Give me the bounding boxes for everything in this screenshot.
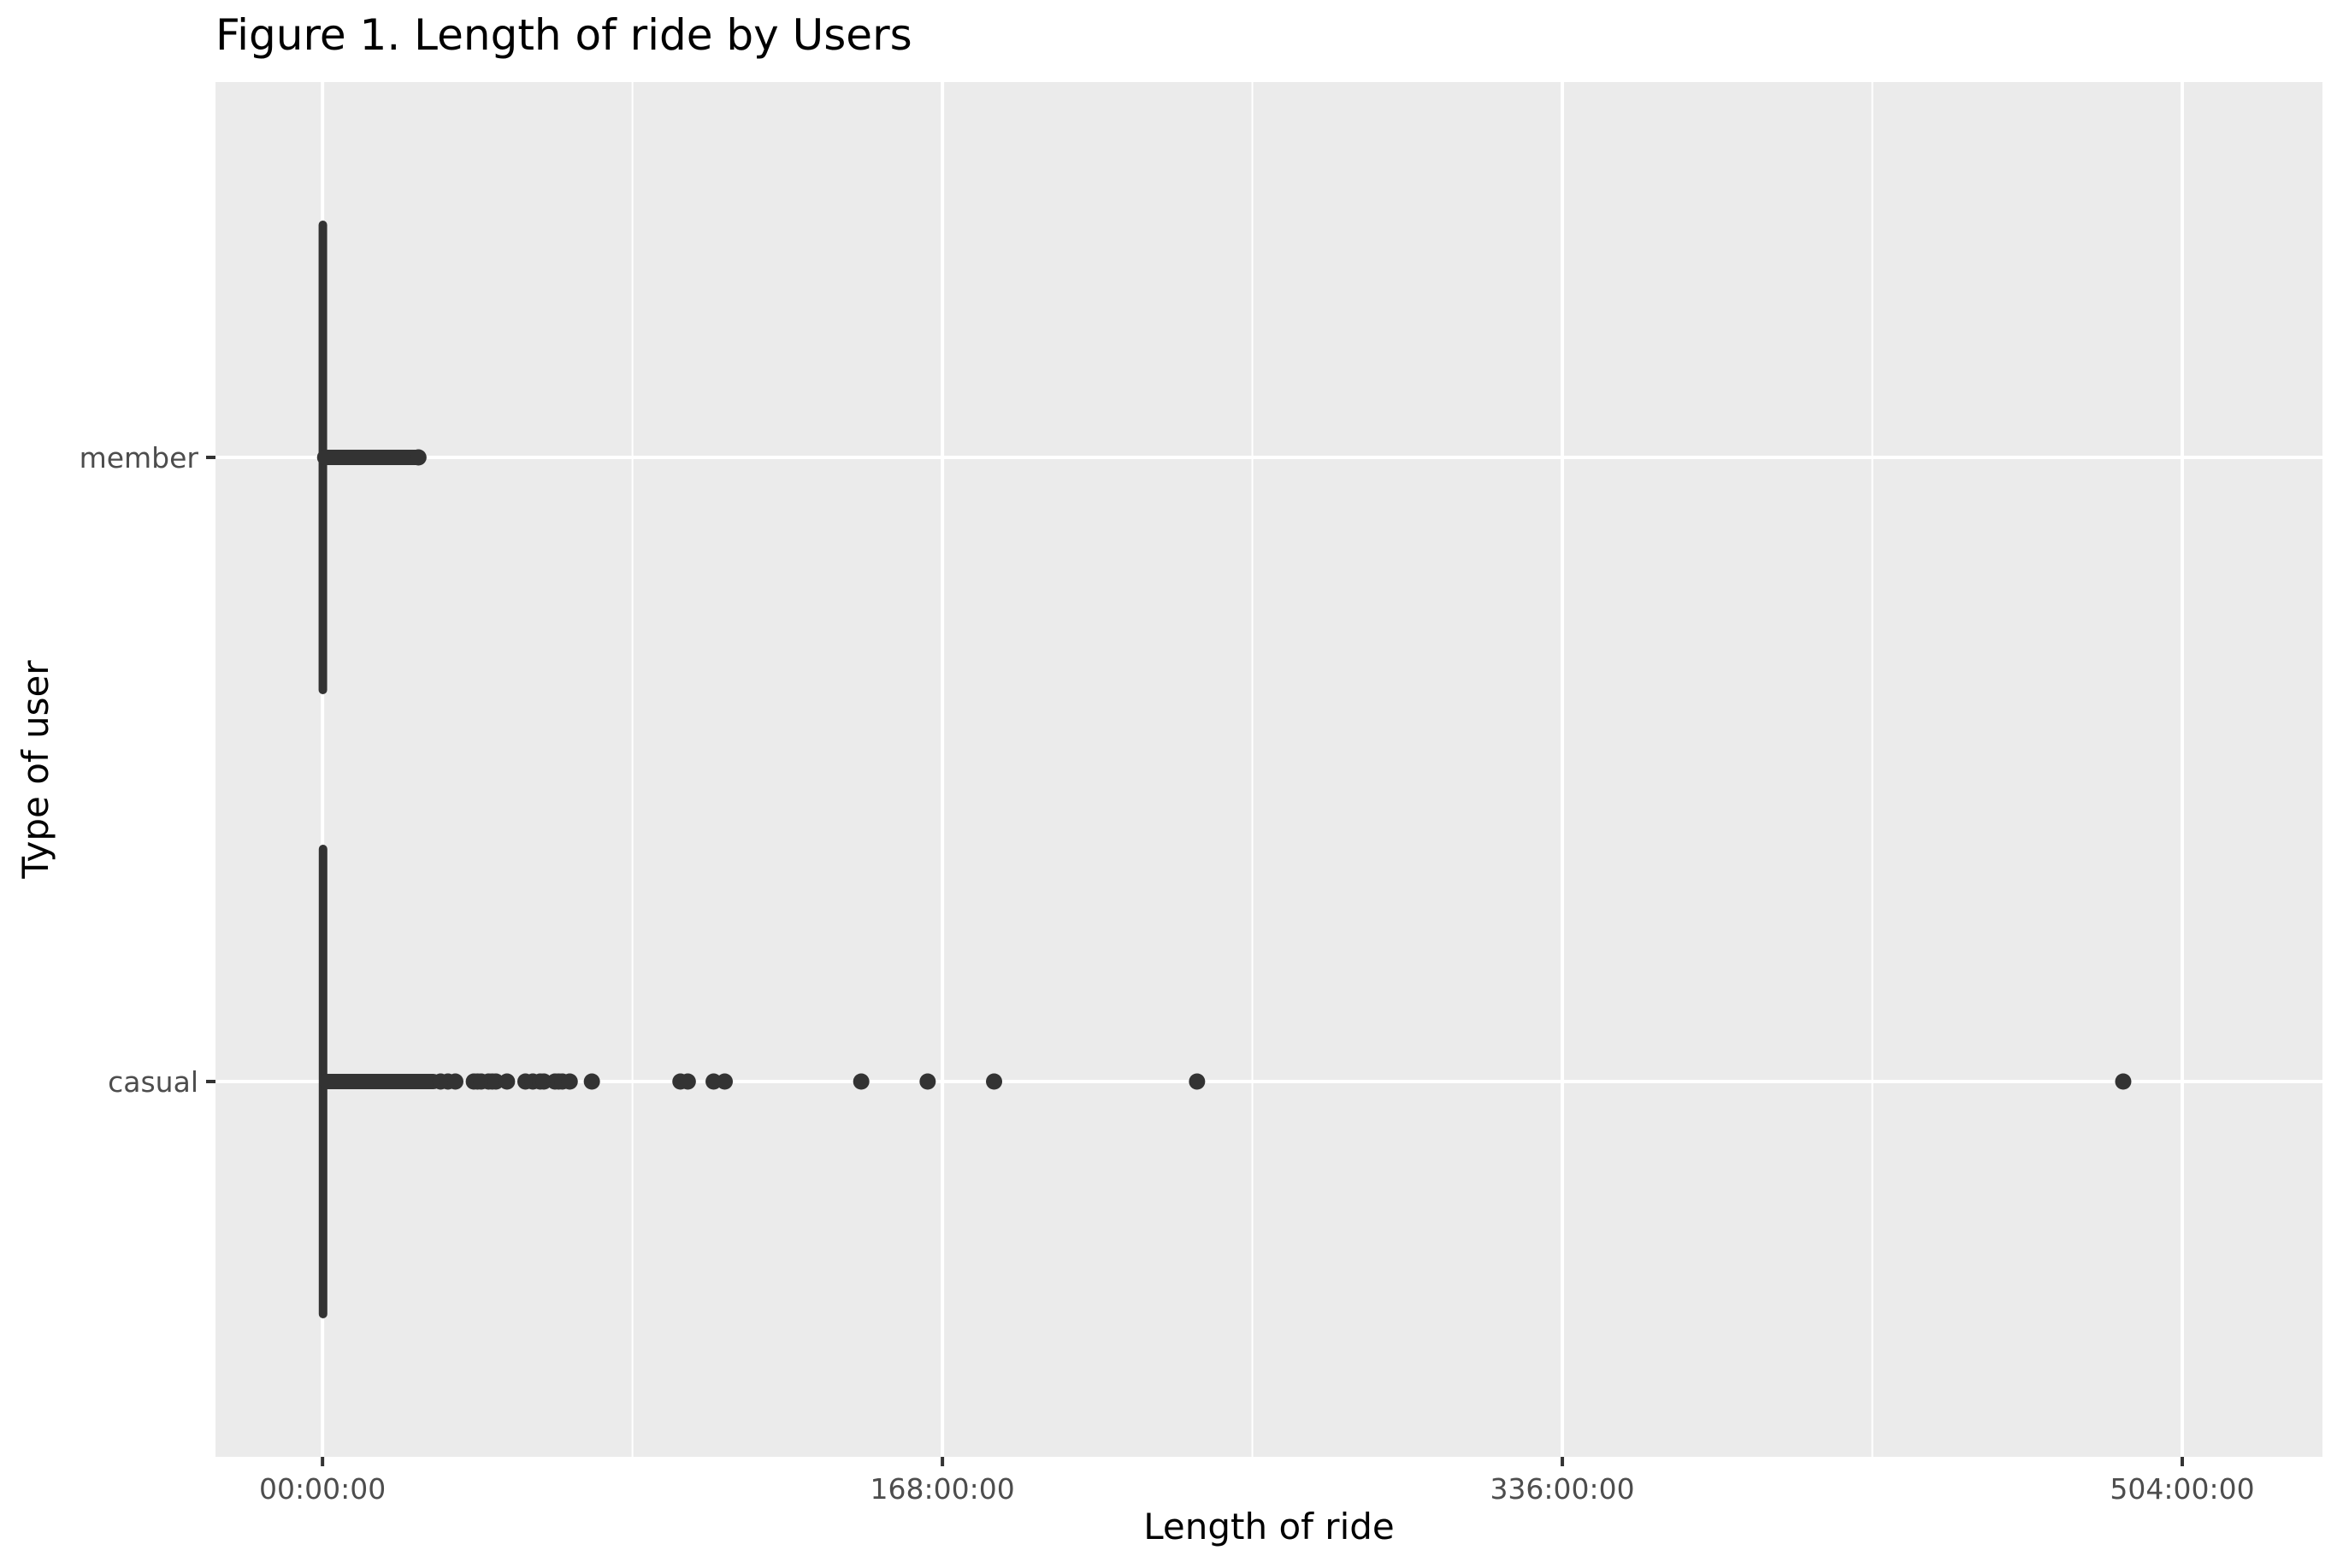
outlier-point [2115, 1073, 2132, 1090]
outlier-point [679, 1073, 696, 1090]
x-tick-label: 504:00:00 [2110, 1472, 2254, 1506]
y-tick-label-member: member [80, 441, 199, 475]
x-tick-label: 00:00:00 [259, 1472, 386, 1506]
boxplot-casual [318, 845, 2132, 1318]
x-axis: 00:00:00 168:00:00 336:00:00 504:00:00 [259, 1457, 2255, 1506]
y-axis-label: Type of user [15, 660, 56, 880]
plot-panel [215, 82, 2322, 1457]
outlier-point [717, 1073, 734, 1090]
boxplot-member [316, 221, 427, 694]
outlier-point [853, 1073, 870, 1090]
outlier-point [499, 1073, 516, 1090]
chart-title: Figure 1. Length of ride by Users [215, 10, 912, 60]
outlier-point [410, 449, 427, 466]
x-tick-label: 168:00:00 [870, 1472, 1014, 1506]
outlier-point [583, 1073, 600, 1090]
x-tick-label: 336:00:00 [1490, 1472, 1634, 1506]
outlier-point [446, 1073, 463, 1090]
outlier-point [1189, 1073, 1206, 1090]
boxplots [316, 221, 2132, 1318]
y-axis: member casual [80, 441, 215, 1099]
x-axis-label: Length of ride [1143, 1506, 1395, 1547]
y-tick-label-casual: casual [108, 1065, 198, 1099]
outlier-point [919, 1073, 936, 1090]
outlier-point [986, 1073, 1003, 1090]
outlier-point [561, 1073, 578, 1090]
